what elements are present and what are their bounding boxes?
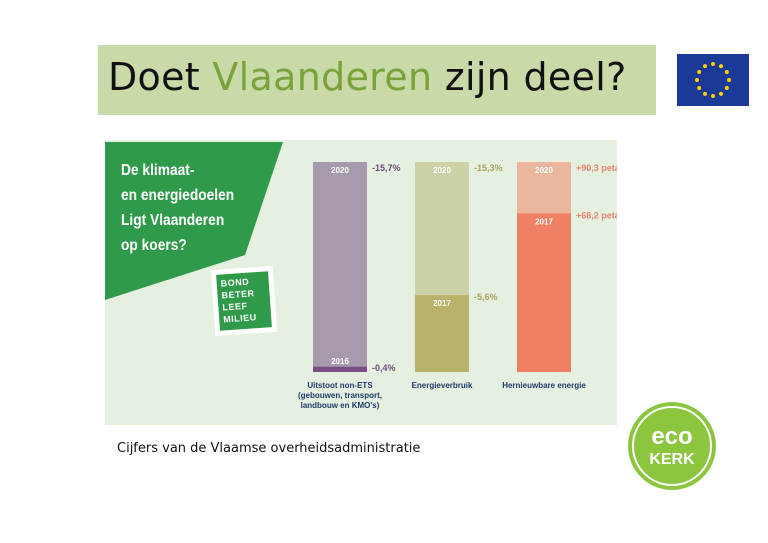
target-year-label: 2020 — [331, 166, 349, 175]
question-line-2: en energiedoelen — [121, 187, 235, 204]
question-line-4: op koers? — [121, 237, 187, 254]
actual-bar — [313, 366, 367, 372]
eu-star — [724, 86, 729, 90]
eu-star — [719, 91, 723, 96]
target-value-label: +90,3 petajoules — [576, 163, 617, 173]
eu-star — [703, 64, 707, 69]
eu-star — [703, 91, 707, 96]
actual-year-label: 2016 — [331, 357, 349, 366]
target-bar — [313, 162, 367, 372]
category-label: Uitstoot non-ETS — [307, 381, 373, 390]
question-background — [105, 142, 283, 300]
category-label: landbouw en KMO's) — [301, 401, 380, 410]
title-part1: Doet — [108, 55, 213, 99]
caption: Cijfers van de Vlaamse overheidsadminist… — [117, 441, 421, 456]
title-highlight: Vlaanderen — [212, 55, 433, 99]
title-part2: zijn deel? — [432, 55, 627, 99]
infographic-panel: De klimaat- en energiedoelen Ligt Vlaand… — [105, 140, 617, 425]
actual-year-label: 2017 — [433, 299, 451, 308]
target-year-label: 2020 — [535, 166, 553, 175]
actual-value-label: -5,6% — [474, 292, 498, 302]
eu-star — [695, 78, 699, 82]
eu-star — [711, 94, 715, 98]
eco-logo-circle — [628, 402, 716, 490]
category-label: Hernieuwbare energie — [502, 381, 586, 390]
target-value-label: -15,3% — [474, 163, 503, 173]
question-line-1: De klimaat- — [121, 162, 195, 179]
title-bar: Doet Vlaanderen zijn deel? — [98, 45, 750, 115]
target-value-label: -15,7% — [372, 163, 401, 173]
actual-value-label: +68,2 petajoules — [576, 210, 617, 220]
actual-bar — [517, 213, 571, 372]
eu-star — [727, 78, 731, 82]
bar-chart: 2020 2016 -15,7% -0,4% Uitstoot non-ETS(gebo… — [298, 162, 617, 410]
category-label: (gebouwen, transport, — [298, 391, 382, 400]
slide-title: Doet Vlaanderen zijn deel? — [108, 55, 627, 99]
actual-year-label: 2017 — [535, 217, 553, 226]
question-line-3: Ligt Vlaanderen — [121, 212, 225, 229]
eu-stars — [695, 62, 731, 98]
eu-star — [724, 70, 729, 74]
eu-star — [697, 86, 702, 90]
category-label: Energieverbruik — [412, 381, 473, 390]
eu-star — [711, 62, 715, 66]
target-year-label: 2020 — [433, 166, 451, 175]
actual-value-label: -0,4% — [372, 363, 396, 373]
eu-star — [697, 70, 702, 74]
eu-flag-icon — [676, 53, 750, 107]
ecokerk-logo: eco KERK — [628, 402, 716, 490]
eu-star — [719, 64, 723, 69]
eco-logo-ring — [632, 406, 712, 486]
eco-logo-line1: eco — [651, 423, 692, 450]
actual-bar — [415, 295, 469, 372]
eco-logo-line2: KERK — [649, 451, 695, 468]
